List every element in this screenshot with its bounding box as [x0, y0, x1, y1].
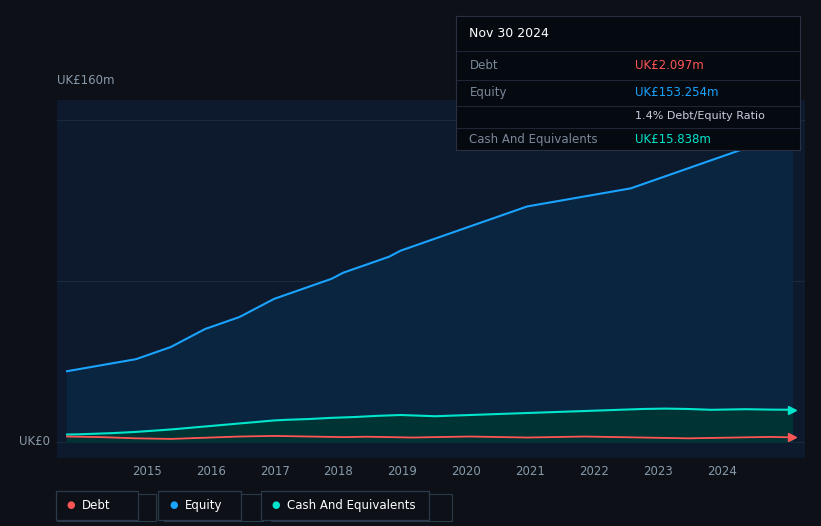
Text: 1.4% Debt/Equity Ratio: 1.4% Debt/Equity Ratio: [635, 112, 765, 122]
Text: UK£160m: UK£160m: [57, 74, 115, 87]
Text: ●: ●: [67, 500, 75, 511]
Text: Debt: Debt: [470, 59, 498, 72]
Text: Cash And Equivalents: Cash And Equivalents: [287, 499, 416, 512]
Text: Debt: Debt: [82, 499, 111, 512]
Text: ●: ●: [169, 500, 177, 511]
Text: Equity: Equity: [470, 86, 507, 99]
Text: UK£15.838m: UK£15.838m: [635, 133, 711, 146]
Text: UK£2.097m: UK£2.097m: [635, 59, 704, 72]
Text: Nov 30 2024: Nov 30 2024: [470, 26, 549, 39]
Text: ●: ●: [272, 500, 280, 511]
Text: UK£153.254m: UK£153.254m: [635, 86, 718, 99]
Text: Cash And Equivalents: Cash And Equivalents: [470, 133, 598, 146]
Text: Equity: Equity: [185, 499, 222, 512]
Text: UK£0: UK£0: [19, 435, 50, 448]
